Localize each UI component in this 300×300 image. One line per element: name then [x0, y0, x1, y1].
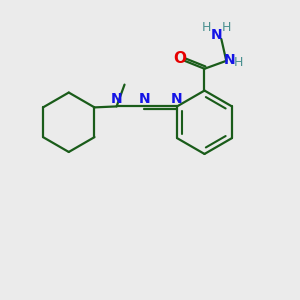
Text: N: N — [211, 28, 222, 42]
Text: N: N — [171, 92, 183, 106]
Text: N: N — [139, 92, 150, 106]
Text: H: H — [222, 21, 231, 34]
Text: H: H — [233, 56, 243, 69]
Text: N: N — [111, 92, 122, 106]
Text: O: O — [173, 51, 186, 66]
Text: H: H — [202, 21, 211, 34]
Text: N: N — [224, 53, 235, 67]
